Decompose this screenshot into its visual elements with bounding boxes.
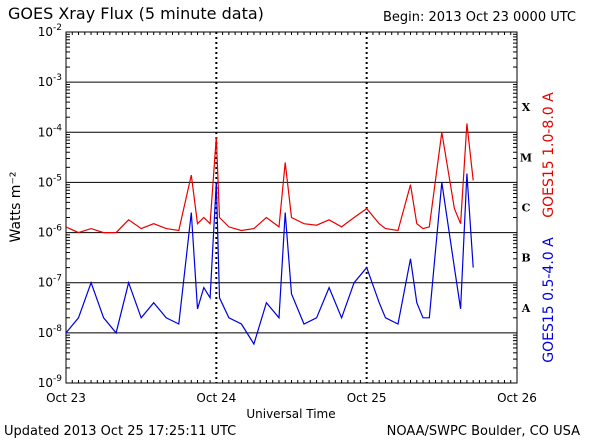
legend-goes15-short: GOES15 0.5-4.0 A	[541, 237, 557, 363]
series-line-short	[65, 173, 474, 346]
y-tick-label: 10-4	[38, 123, 63, 139]
flare-class-label: A	[521, 302, 531, 315]
y-tick-label: 10-8	[38, 324, 63, 340]
chart-title: GOES Xray Flux (5 minute data)	[8, 4, 264, 23]
y-tick-label: 10-7	[38, 274, 62, 290]
grid-lines	[66, 32, 517, 383]
flare-class-label: B	[521, 252, 530, 265]
y-axis-ticks: 10-9 10-8 10-7 10-6 10-5 10-4 10-3 10-2	[38, 23, 517, 390]
y-tick-label: 10-5	[38, 173, 62, 189]
x-tick-label: Oct 25	[347, 391, 387, 405]
legend-goes15-long: GOES15 1.0-8.0 A	[541, 92, 557, 218]
y-tick-label: 10-3	[38, 73, 62, 89]
flare-class-label: X	[522, 101, 531, 114]
y-axis-label: Watts m⁻²	[8, 172, 24, 243]
flare-class-label: C	[522, 202, 531, 215]
x-tick-label: Oct 24	[196, 391, 236, 405]
plot-area	[65, 31, 518, 384]
updated-timestamp: Updated 2013 Oct 25 17:25:11 UTC	[4, 424, 237, 439]
x-tick-label: Oct 23	[46, 391, 86, 405]
series-line-long	[65, 123, 474, 234]
x-tick-label: Oct 26	[497, 391, 537, 405]
x-axis-label: Universal Time	[246, 407, 335, 421]
y-tick-label: 10-6	[38, 224, 63, 240]
flare-class-label: M	[520, 151, 532, 164]
y-tick-label: 10-9	[38, 374, 63, 390]
flare-class-labels: A B C M X	[520, 101, 532, 315]
y-tick-label: 10-2	[38, 23, 62, 39]
begin-timestamp: Begin: 2013 Oct 23 0000 UTC	[382, 10, 576, 25]
credit-text: NOAA/SWPC Boulder, CO USA	[386, 424, 580, 439]
x-axis-ticks: Oct 23 Oct 24 Oct 25 Oct 26	[46, 32, 537, 405]
data-series	[65, 123, 474, 346]
